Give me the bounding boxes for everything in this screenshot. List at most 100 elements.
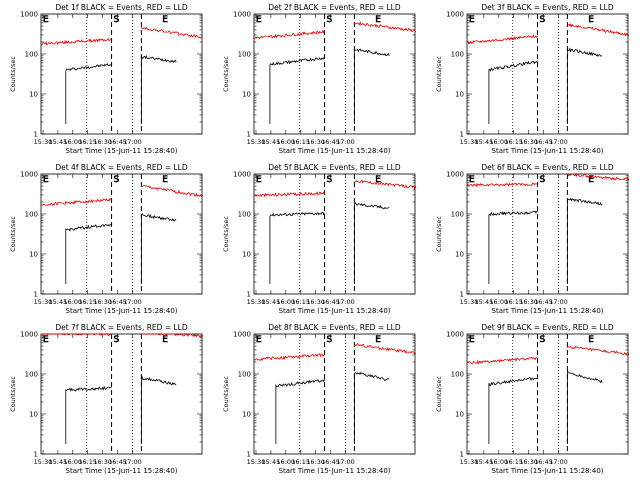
plot-frame <box>467 174 628 294</box>
x-axis-title: Start Time (15-Jun-11 15:28:40) <box>66 307 178 315</box>
y-tick-label: 10 <box>29 411 38 419</box>
marker-label: E <box>43 175 49 185</box>
panel-title: Det 1f BLACK = Events, RED = LLD <box>55 3 188 12</box>
lld-series-line <box>41 39 112 45</box>
plot-frame <box>41 174 202 294</box>
lld-series-line <box>567 346 629 355</box>
detector-panel: Det 5f BLACK = Events, RED = LLD 1 10 100 10… <box>222 163 416 315</box>
y-tick-label: 1000 <box>233 331 251 339</box>
x-tick-label: 17:00 <box>336 298 355 306</box>
events-series-line <box>270 58 325 125</box>
x-axis-title: Start Time (15-Jun-11 15:28:40) <box>66 467 178 475</box>
detector-panel: Det 4f BLACK = Events, RED = LLD 1 10 100 10… <box>9 163 203 315</box>
marker-label: E <box>162 335 168 345</box>
events-series-line <box>489 61 538 124</box>
panel-title: Det 5f BLACK = Events, RED = LLD <box>268 163 401 172</box>
marker-label: S <box>327 175 333 185</box>
y-tick-label: 100 <box>238 51 251 59</box>
marker-label: E <box>43 15 49 25</box>
lld-series-line <box>354 180 416 188</box>
lld-series-line <box>141 185 203 196</box>
lld-series-line <box>41 334 112 335</box>
events-series-line <box>567 199 602 285</box>
y-tick-label: 100 <box>25 211 38 219</box>
y-tick-label: 100 <box>25 51 38 59</box>
lld-series-line <box>254 354 325 361</box>
y-tick-label: 1000 <box>446 11 464 19</box>
detector-panel: Det 9f BLACK = Events, RED = LLD11010010… <box>435 323 629 475</box>
figure-canvas: Det 1f BLACK = Events, RED = LLD11010010… <box>0 0 640 480</box>
y-axis-title: Counts/sec <box>9 376 17 412</box>
plot-frame <box>254 14 415 134</box>
y-axis-title: Counts/sec <box>222 216 230 252</box>
y-axis-title: Counts/sec <box>222 376 230 412</box>
marker-label: E <box>375 335 381 345</box>
x-axis-title: Start Time (15-Jun-11 15:28:40) <box>279 467 391 475</box>
lld-series-line <box>354 344 416 354</box>
y-tick-label: 1000 <box>20 331 38 339</box>
marker-label: S <box>114 175 120 185</box>
y-tick-label: 10 <box>242 251 251 259</box>
x-axis-title: Start Time (15-Jun-11 15:28:40) <box>492 307 604 315</box>
panel-title: Det 7f BLACK = Events, RED = LLD <box>55 323 188 332</box>
y-tick-label: 100 <box>451 211 464 219</box>
marker-label: S <box>327 15 333 25</box>
y-tick-label: 100 <box>25 371 38 379</box>
marker-label: S <box>540 175 546 185</box>
marker-label: E <box>588 15 594 25</box>
y-tick-label: 100 <box>238 211 251 219</box>
y-axis-title: Counts/sec <box>435 216 443 252</box>
events-series-line <box>66 64 112 124</box>
lld-series-line <box>567 24 629 36</box>
y-axis-title: Counts/sec <box>9 216 17 252</box>
events-series-line <box>489 378 538 444</box>
events-series-line <box>66 387 112 444</box>
x-tick-label: 17:00 <box>123 138 142 146</box>
marker-label: E <box>43 335 49 345</box>
y-tick-label: 10 <box>455 91 464 99</box>
marker-label: S <box>114 15 120 25</box>
y-tick-label: 10 <box>242 411 251 419</box>
events-series-line <box>354 49 389 124</box>
x-tick-label: 17:00 <box>336 458 355 466</box>
y-tick-label: 10 <box>455 411 464 419</box>
plot-frame <box>467 14 628 134</box>
lld-series-line <box>41 199 112 206</box>
y-tick-label: 100 <box>238 371 251 379</box>
x-tick-label: 17:00 <box>549 138 568 146</box>
y-tick-label: 10 <box>455 251 464 259</box>
y-tick-label: 10 <box>29 91 38 99</box>
events-series-line <box>270 212 325 284</box>
y-tick-label: 10 <box>29 251 38 259</box>
x-axis-title: Start Time (15-Jun-11 15:28:40) <box>279 307 391 315</box>
lld-series-line <box>354 22 416 32</box>
plot-frame <box>467 334 628 454</box>
y-tick-label: 1000 <box>233 171 251 179</box>
events-series-line <box>489 211 538 284</box>
y-tick-label: 10 <box>242 91 251 99</box>
events-series-line <box>354 203 389 284</box>
marker-label: S <box>540 335 546 345</box>
y-tick-label: 1000 <box>20 11 38 19</box>
y-axis-title: Counts/sec <box>435 376 443 412</box>
x-tick-label: 17:00 <box>123 298 142 306</box>
events-series-line <box>66 224 112 284</box>
y-tick-label: 1000 <box>446 171 464 179</box>
x-tick-label: 17:00 <box>336 138 355 146</box>
panel-title: Det 6f BLACK = Events, RED = LLD <box>481 163 614 172</box>
panel-title: Det 3f BLACK = Events, RED = LLD <box>481 3 614 12</box>
panel-title: Det 9f BLACK = Events, RED = LLD <box>481 323 614 332</box>
detector-grid: Det 1f BLACK = Events, RED = LLD 1 10 100 10… <box>0 0 640 480</box>
detector-panel: Det 8f BLACK = Events, RED = LLD11010010… <box>222 323 416 475</box>
marker-label: S <box>540 15 546 25</box>
lld-series-line <box>254 31 325 39</box>
plot-frame <box>254 174 415 294</box>
events-series-line <box>141 56 176 124</box>
x-tick-label: 17:00 <box>123 458 142 466</box>
lld-series-line <box>567 174 629 181</box>
x-axis-title: Start Time (15-Jun-11 15:28:40) <box>492 467 604 475</box>
marker-label: E <box>256 335 262 345</box>
marker-label: E <box>469 175 475 185</box>
lld-series-line <box>467 35 538 44</box>
detector-panel: Det 2f BLACK = Events, RED = LLD 1 10 100 10… <box>222 3 416 155</box>
